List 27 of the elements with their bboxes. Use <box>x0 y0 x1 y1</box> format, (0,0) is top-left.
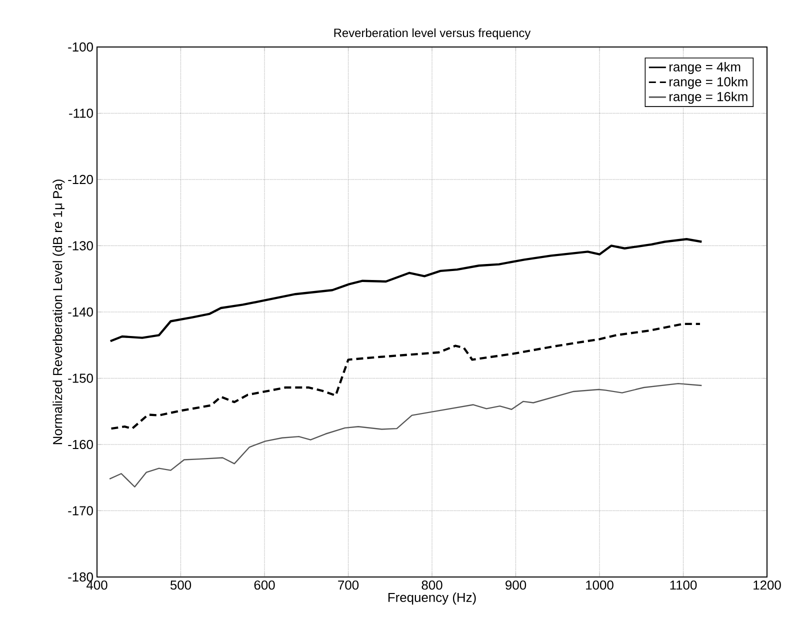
x-tick-label: 700 <box>338 580 359 590</box>
y-tick-label: -160 <box>68 440 93 450</box>
y-tick-label: -140 <box>68 307 93 317</box>
y-tick-label: -110 <box>69 108 93 118</box>
x-tick-label: 900 <box>506 580 526 590</box>
x-axis-title: Frequency (Hz) <box>388 592 476 605</box>
x-tick-label: 400 <box>86 580 108 590</box>
x-tick-label: 1100 <box>670 580 697 590</box>
chart-title: Reverberation level versus frequency <box>334 28 531 40</box>
x-tick-label: 500 <box>170 580 192 590</box>
x-tick-label: 1000 <box>586 580 614 590</box>
y-axis-title: Normalized Reverberation Level (dB re 1μ Pa) <box>52 180 65 444</box>
x-tick-label: 600 <box>254 580 275 590</box>
line-series <box>109 238 703 342</box>
y-tick-label: -120 <box>68 174 93 184</box>
y-tick-label: -170 <box>68 506 93 516</box>
legend-label: range = 16km <box>670 92 748 104</box>
y-tick-label: -150 <box>68 374 93 383</box>
legend-label: range = 4km <box>670 62 740 74</box>
x-tick-label: 1200 <box>754 580 781 590</box>
y-tick-label: -180 <box>68 572 93 582</box>
x-tick-label: 800 <box>422 580 442 590</box>
legend-label: range = 10km <box>670 76 748 89</box>
line-series <box>110 322 702 430</box>
line-series <box>108 382 702 488</box>
y-tick-label: -130 <box>68 241 93 250</box>
y-tick-label: -100 <box>68 42 93 52</box>
